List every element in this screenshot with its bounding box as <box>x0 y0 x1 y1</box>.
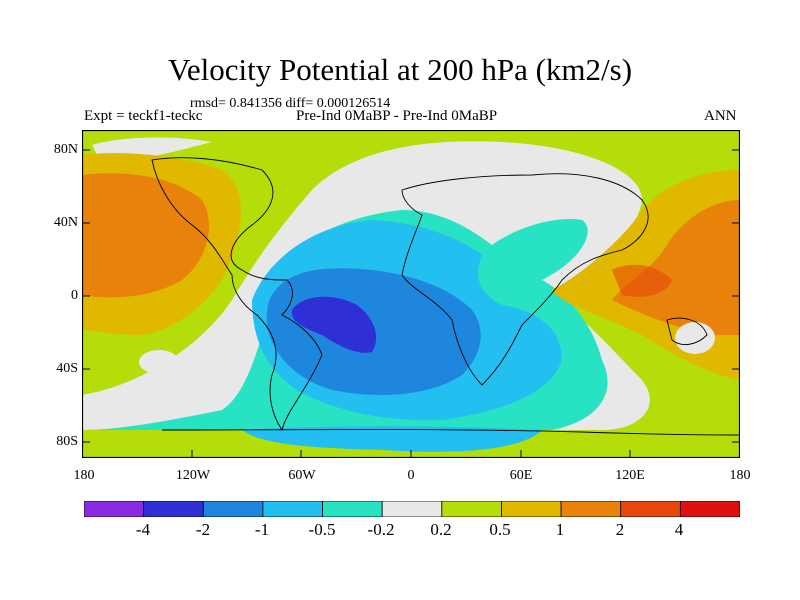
colorbar-label: 2 <box>615 520 625 539</box>
velocity-potential-map <box>82 130 740 458</box>
colorbar-swatch <box>501 501 562 517</box>
colorbar-swatch <box>322 501 383 517</box>
colorbar-label: -0.2 <box>367 520 395 539</box>
colorbar-label: -0.5 <box>308 520 336 539</box>
season-label: ANN <box>704 108 737 124</box>
colorbar <box>84 501 740 517</box>
y-tick-label: 40N <box>53 215 78 230</box>
colorbar-swatch <box>620 501 681 517</box>
colorbar-label: 0.2 <box>430 520 452 539</box>
colorbar-label: -4 <box>135 520 151 539</box>
x-tick-label: 0 <box>407 468 415 483</box>
x-tick-label: 180 <box>73 468 95 483</box>
colorbar-label: -2 <box>195 520 211 539</box>
y-tick-label: 40S <box>56 361 78 376</box>
x-tick-label: 180 <box>729 468 751 483</box>
x-tick-label: 120W <box>175 468 211 483</box>
colorbar-swatch <box>441 501 502 517</box>
x-tick-label: 120E <box>615 468 645 483</box>
colorbar-label: -1 <box>254 520 270 539</box>
y-tick-label: 0 <box>71 288 78 303</box>
colorbar-swatch <box>262 501 323 517</box>
y-tick-label: 80S <box>56 434 78 449</box>
experiment-label: Expt = teckf1-teckc <box>84 108 203 124</box>
stats-line: rmsd= 0.841356 diff= 0.000126514 <box>190 96 391 111</box>
colorbar-swatch <box>143 501 204 517</box>
colorbar-swatch <box>84 501 145 517</box>
y-tick-label: 80N <box>53 142 78 157</box>
plot-title: Velocity Potential at 200 hPa (km2/s) <box>167 52 633 87</box>
colorbar-swatch <box>560 501 622 517</box>
comparison-label: Pre-Ind 0MaBP - Pre-Ind 0MaBP <box>296 108 498 124</box>
colorbar-swatch <box>202 501 264 517</box>
colorbar-label: 4 <box>674 520 684 539</box>
x-tick-label: 60E <box>509 468 533 483</box>
field-strongly-negative <box>291 296 377 353</box>
colorbar-label: 1 <box>555 520 565 539</box>
colorbar-label: 0.5 <box>489 520 511 539</box>
coastlines <box>151 157 740 436</box>
colorbar-swatch <box>679 501 740 517</box>
colorbar-swatch <box>381 501 443 517</box>
x-tick-label: 60W <box>288 468 316 483</box>
tick-marks <box>82 149 740 458</box>
